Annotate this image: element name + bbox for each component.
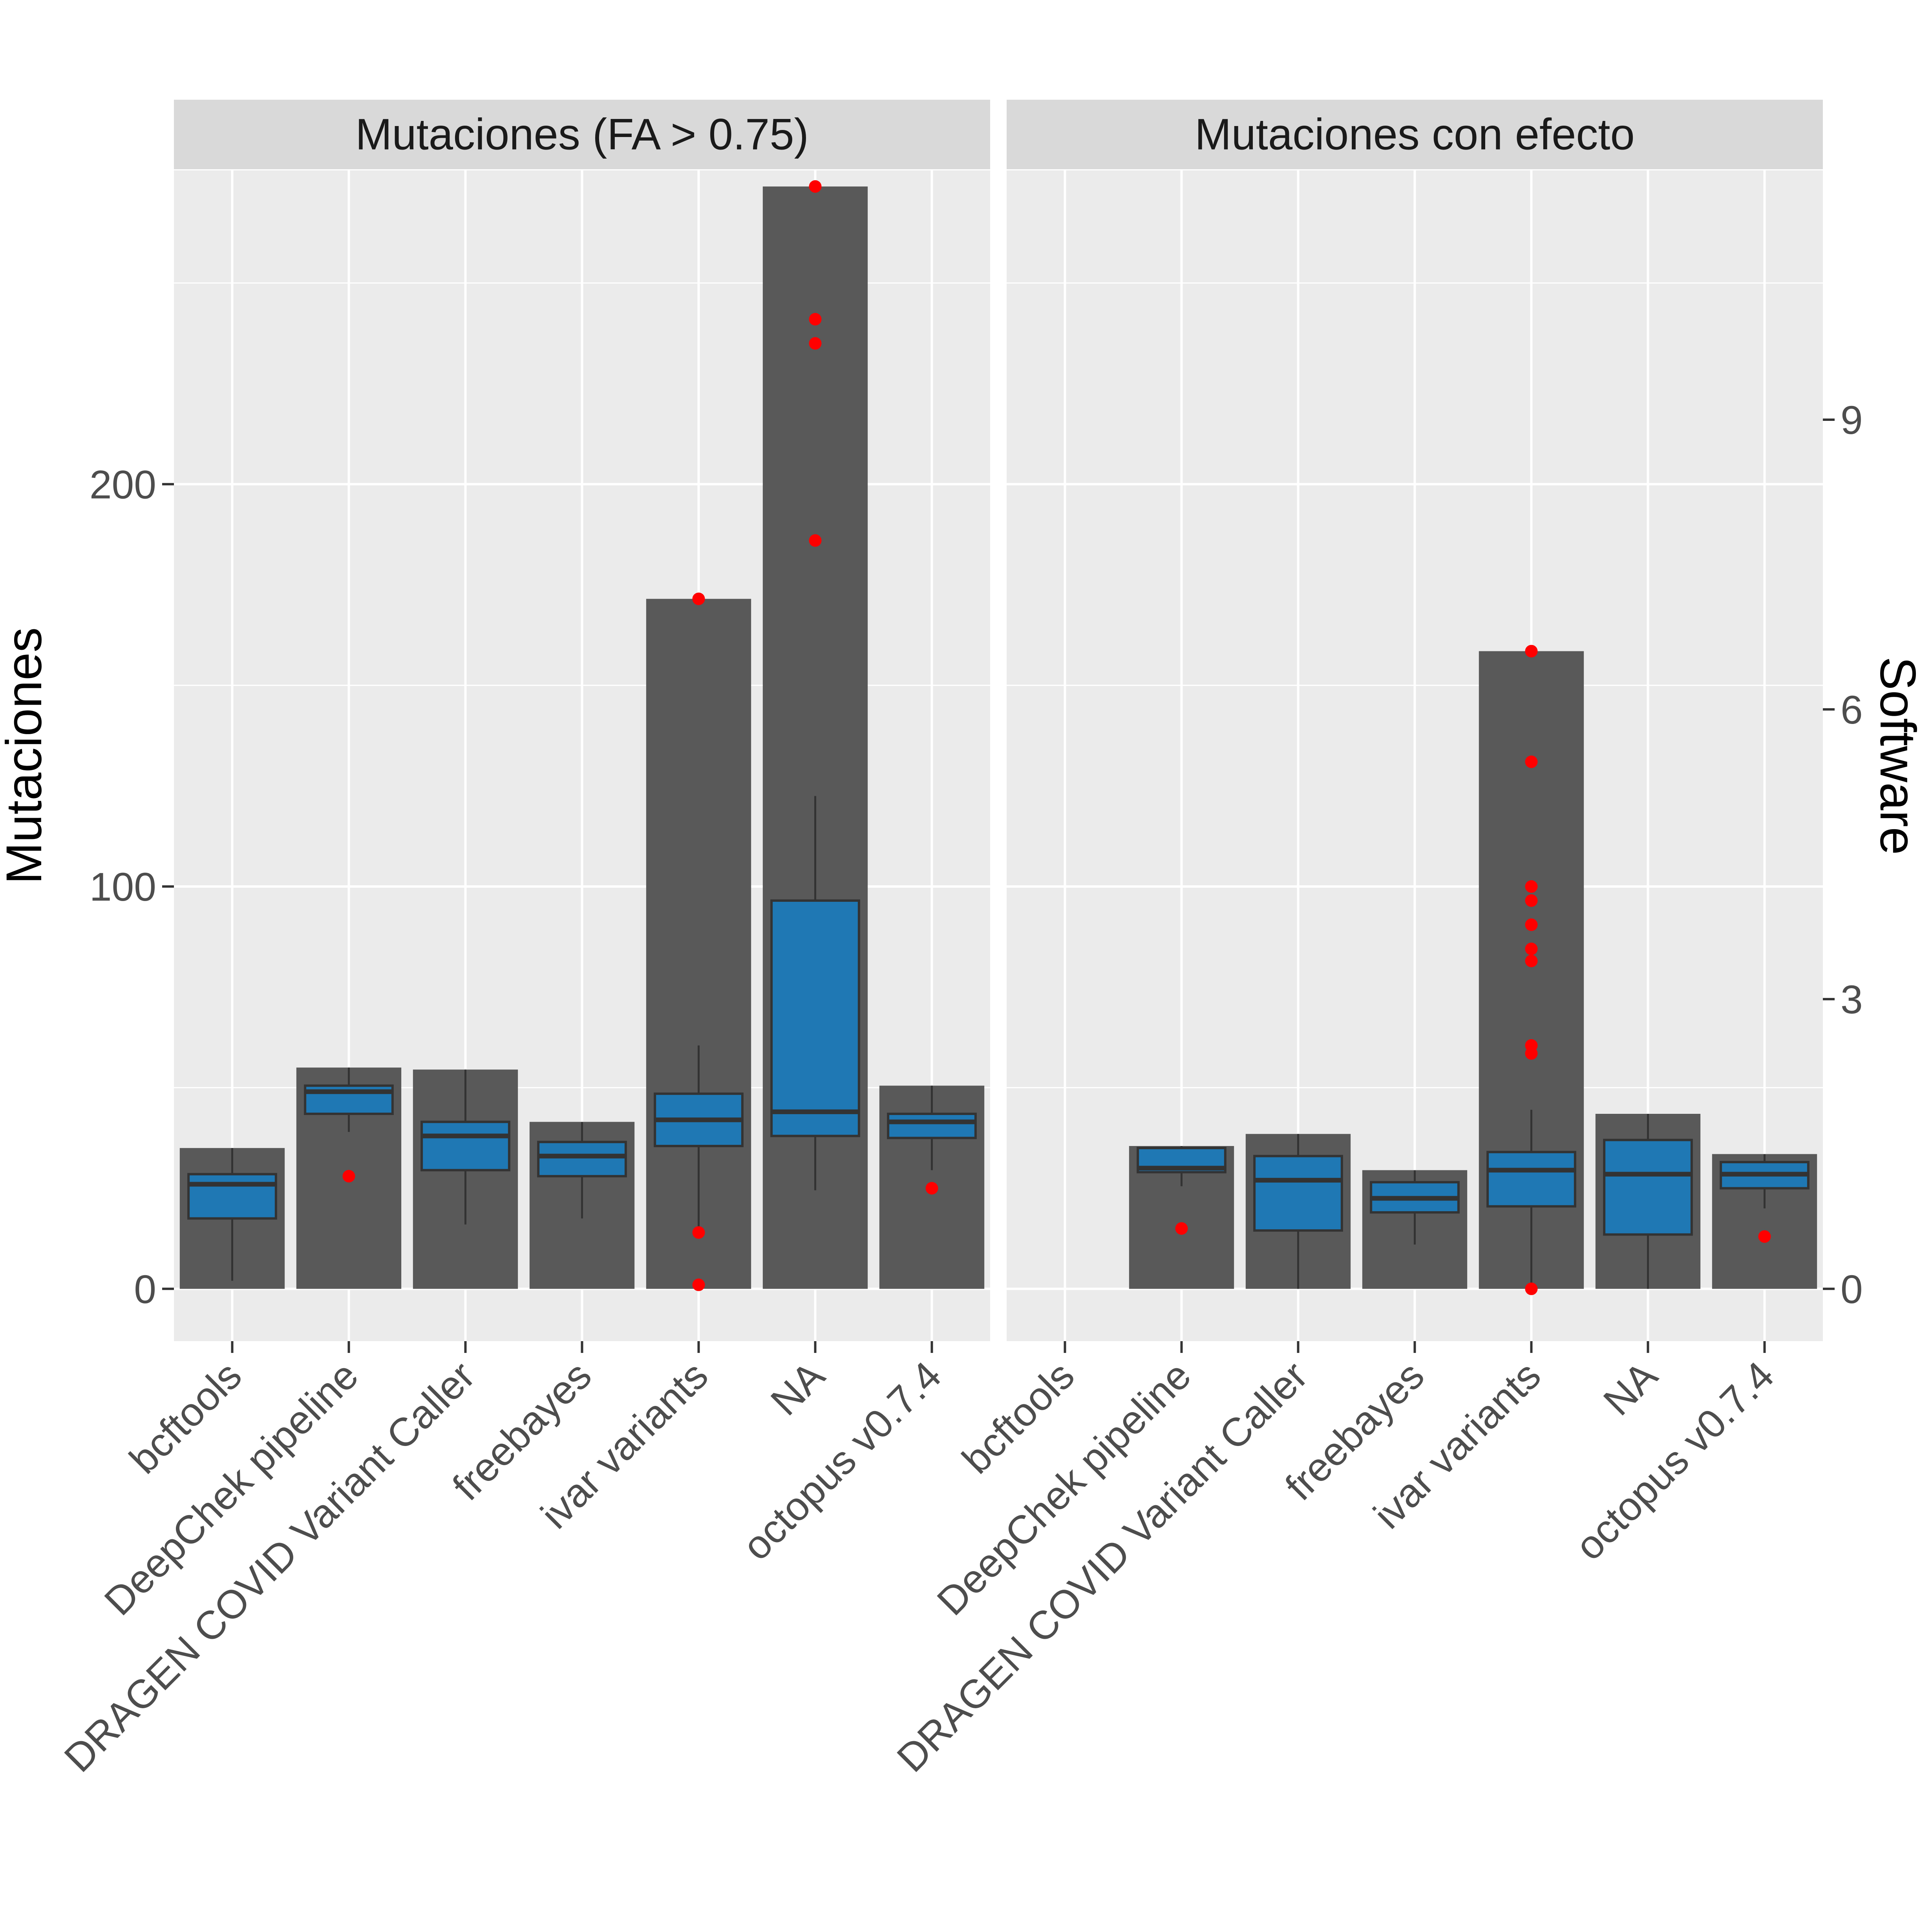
box <box>537 1141 627 1177</box>
outlier-point <box>1525 918 1538 931</box>
outlier-point <box>692 1226 705 1239</box>
outlier-point <box>1525 755 1538 768</box>
facet-strip <box>174 100 990 169</box>
boxplot <box>1603 1114 1693 1289</box>
boxplot <box>1137 1146 1226 1235</box>
facet-strip <box>1007 100 1823 169</box>
boxplot <box>187 1148 277 1281</box>
outlier-point <box>925 1182 938 1195</box>
box <box>770 899 860 1137</box>
boxplot <box>1720 1154 1810 1243</box>
boxplot <box>1486 645 1576 1295</box>
y-axis-title-right: Software <box>1870 656 1926 855</box>
boxplot <box>420 1069 510 1225</box>
outlier-point <box>692 1278 705 1291</box>
x-tick-label: octopus v0.7.4 <box>734 1353 950 1569</box>
box <box>1253 1155 1343 1232</box>
y-tick-label-right: 6 <box>1841 687 1863 732</box>
box <box>1603 1139 1693 1236</box>
outlier-point <box>1525 1047 1538 1060</box>
outlier-point <box>1525 954 1538 967</box>
boxplot <box>887 1086 977 1195</box>
y-tick-label-right: 9 <box>1841 398 1863 442</box>
x-tick-label: octopus v0.7.4 <box>1566 1353 1782 1569</box>
x-tick-label: NA <box>762 1353 833 1424</box>
outlier-point <box>809 313 822 326</box>
x-tick-label: DRAGEN COVID Variant Caller <box>888 1353 1316 1780</box>
outlier-point <box>809 534 822 547</box>
boxplot <box>537 1122 627 1219</box>
facet-title: Mutaciones (FA > 0.75) <box>355 110 809 159</box>
box <box>887 1113 977 1139</box>
box <box>187 1173 277 1220</box>
outlier-point <box>809 337 822 350</box>
x-tick-label: NA <box>1595 1353 1666 1424</box>
outlier-point <box>1175 1222 1188 1235</box>
y-tick-label: 100 <box>90 865 156 909</box>
boxplot <box>1370 1170 1460 1245</box>
boxplot <box>770 180 860 1190</box>
outlier-point <box>1758 1230 1771 1243</box>
outlier-point <box>1525 942 1538 955</box>
facet-title: Mutaciones con efecto <box>1195 110 1635 159</box>
y-tick-label-right: 0 <box>1841 1267 1863 1312</box>
y-tick-label: 0 <box>134 1267 156 1312</box>
outlier-point <box>1525 1282 1538 1295</box>
y-tick-label: 200 <box>90 462 156 507</box>
y-tick-label-right: 3 <box>1841 977 1863 1022</box>
boxplot <box>654 592 744 1291</box>
outlier-point <box>1525 880 1538 893</box>
box <box>1486 1151 1576 1208</box>
y-axis-title: Mutaciones <box>0 627 52 885</box>
outlier-point <box>809 180 822 193</box>
outlier-point <box>1525 894 1538 907</box>
boxplot <box>1253 1134 1343 1289</box>
box <box>420 1120 510 1172</box>
x-tick-label: DRAGEN COVID Variant Caller <box>56 1353 483 1780</box>
boxplot <box>304 1067 394 1183</box>
outlier-point <box>342 1170 355 1183</box>
outlier-point <box>692 592 705 605</box>
outlier-point <box>1525 645 1538 658</box>
